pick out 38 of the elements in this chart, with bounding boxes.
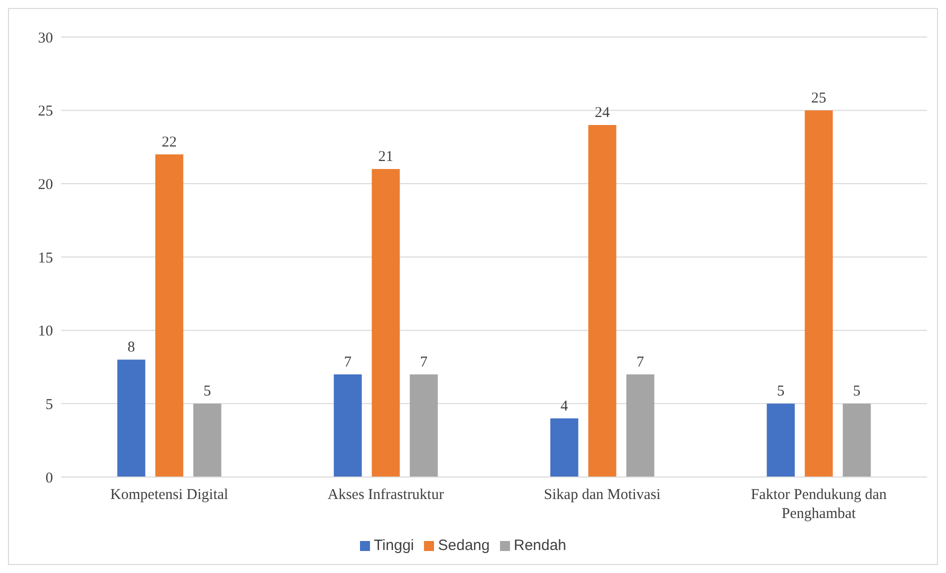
data-label: 5 <box>853 384 861 400</box>
x-tick-label: Akses Infrastruktur <box>328 487 444 503</box>
y-tick-label: 30 <box>38 30 53 46</box>
data-label: 5 <box>204 384 212 400</box>
data-label: 7 <box>344 354 352 370</box>
bar <box>193 404 222 477</box>
bar <box>588 125 616 477</box>
bar <box>842 404 871 477</box>
bar <box>804 110 833 477</box>
x-tick-label: Faktor Pendukung dan Penghambat <box>750 487 888 522</box>
bar <box>334 374 362 477</box>
y-tick-label: 5 <box>46 396 53 413</box>
data-label: 24 <box>594 105 610 121</box>
data-label: 25 <box>811 90 826 106</box>
data-label: 7 <box>420 354 428 370</box>
data-label: 8 <box>128 340 136 356</box>
bar <box>626 374 654 477</box>
y-tick-label: 10 <box>38 324 53 340</box>
data-label: 5 <box>777 384 785 400</box>
bar <box>410 374 438 477</box>
bar <box>550 418 578 477</box>
y-tick-label: 15 <box>38 250 53 266</box>
bar <box>766 404 795 477</box>
data-label: 7 <box>636 354 645 370</box>
legend-label: Tinggi <box>374 537 414 554</box>
legend-label: Sedang <box>438 537 490 554</box>
x-tick-label: Kompetensi Digital <box>110 487 228 503</box>
bar <box>155 154 184 477</box>
data-label: 21 <box>378 149 394 165</box>
legend-label: Rendah <box>514 537 566 554</box>
y-tick-label: 0 <box>46 470 53 486</box>
data-label: 4 <box>560 398 569 414</box>
bar <box>372 169 400 477</box>
data-label: 22 <box>162 134 177 150</box>
y-tick-label: 20 <box>38 176 53 193</box>
y-tick-label: 25 <box>38 104 53 120</box>
x-tick-label: Sikap dan Motivasi <box>544 487 661 503</box>
bar <box>117 360 146 477</box>
